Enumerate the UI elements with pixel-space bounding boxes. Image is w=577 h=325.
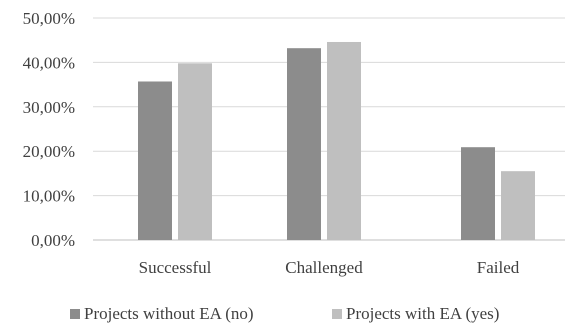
y-axis-tick-labels: 0,00% 10,00% 20,00% 30,00% 40,00% 50,00%: [23, 9, 75, 250]
legend-label: Projects without EA (no): [84, 304, 254, 323]
bar-challenged-series-2: [327, 41, 361, 241]
x-category-label: Failed: [477, 258, 520, 277]
legend-swatch: [70, 309, 80, 319]
bar-challenged-series-1: [287, 48, 321, 240]
y-tick-label: 50,00%: [23, 9, 75, 28]
y-tick-label: 10,00%: [23, 187, 75, 206]
x-axis-category-labels: Successful Challenged Failed: [139, 258, 520, 277]
y-tick-label: 20,00%: [23, 142, 75, 161]
y-tick-label: 0,00%: [31, 231, 75, 250]
legend-label: Projects with EA (yes): [346, 304, 499, 323]
legend: Projects without EA (no) Projects with EA…: [70, 304, 499, 323]
bars: [138, 41, 535, 241]
bar-successful-series-1: [138, 81, 172, 240]
y-tick-label: 30,00%: [23, 98, 75, 117]
x-category-label: Challenged: [285, 258, 363, 277]
bar-successful-series-2: [178, 63, 212, 241]
bar-failed-series-2: [501, 171, 535, 240]
bar-failed-series-1: [461, 147, 495, 240]
y-tick-label: 40,00%: [23, 53, 75, 72]
legend-swatch: [332, 309, 342, 319]
x-category-label: Successful: [139, 258, 212, 277]
